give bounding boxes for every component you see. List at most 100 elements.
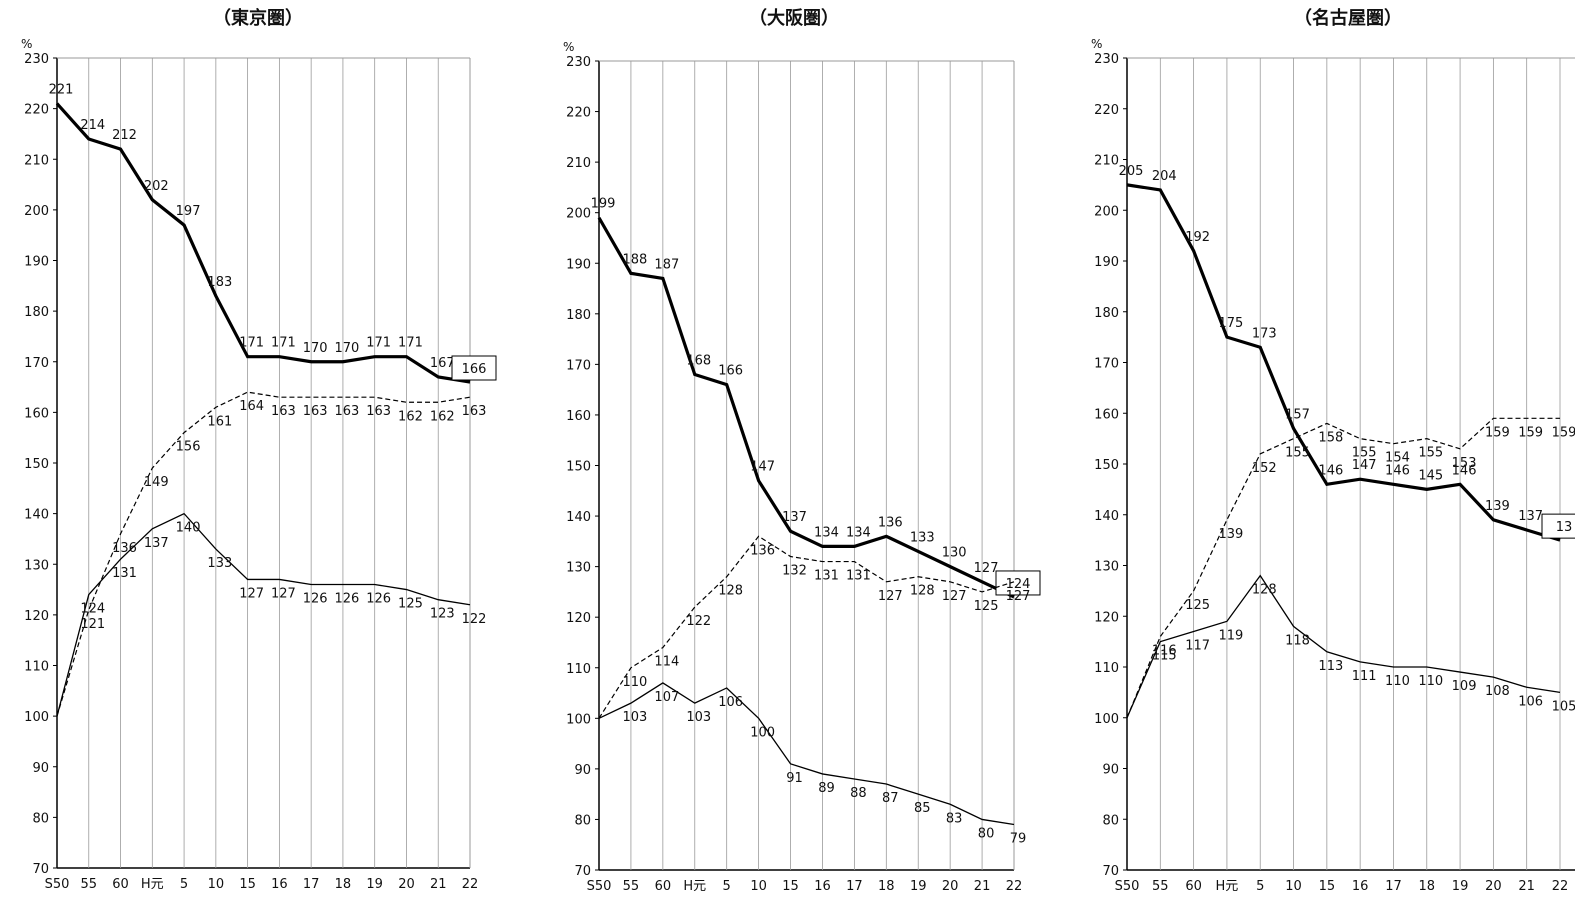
data-label: 136 xyxy=(878,515,903,530)
y-tick-label: 180 xyxy=(1094,306,1119,321)
x-tick-label: 18 xyxy=(1418,879,1435,894)
y-tick-label: 150 xyxy=(1094,458,1119,473)
data-label: 110 xyxy=(623,675,648,690)
data-label: 221 xyxy=(49,83,74,98)
data-label: 162 xyxy=(430,409,455,424)
data-label: 127 xyxy=(1006,589,1031,604)
x-tick-label: 16 xyxy=(814,879,831,894)
data-label: 106 xyxy=(1518,694,1543,709)
data-label: 152 xyxy=(1252,461,1277,476)
x-tick-label: 21 xyxy=(974,879,991,894)
y-tick-label: 90 xyxy=(574,763,591,778)
data-label: 199 xyxy=(591,197,616,212)
data-label: 147 xyxy=(1352,458,1377,473)
y-tick-label: 200 xyxy=(1094,204,1119,219)
series-line-thin xyxy=(56,512,471,717)
y-tick-label: 110 xyxy=(566,662,591,677)
y-tick-label: 220 xyxy=(566,106,591,121)
data-label: 130 xyxy=(942,546,967,561)
x-tick-label: 16 xyxy=(271,877,288,892)
y-tick-label: 150 xyxy=(24,457,49,472)
data-label: 171 xyxy=(271,336,296,351)
x-tick-label: H元 xyxy=(141,877,164,892)
x-tick-label: 10 xyxy=(1285,879,1302,894)
data-label: 158 xyxy=(1318,430,1343,445)
x-tick-label: 55 xyxy=(1152,879,1169,894)
y-tick-label: 140 xyxy=(24,508,49,523)
data-label: 161 xyxy=(207,414,232,429)
x-tick-label: H元 xyxy=(1216,879,1239,894)
chart-title: （東京圏） xyxy=(213,7,303,29)
x-tick-label: 5 xyxy=(1256,879,1264,894)
series-line-thick xyxy=(597,216,1015,599)
data-label: 139 xyxy=(1219,527,1244,542)
x-tick-label: S50 xyxy=(587,879,612,894)
x-tick-label: 60 xyxy=(112,877,129,892)
x-tick-label: 15 xyxy=(1319,879,1336,894)
data-label: 173 xyxy=(1252,326,1277,341)
data-label-highlight: 13 xyxy=(1556,520,1573,535)
data-label: 162 xyxy=(398,409,423,424)
x-tick-label: 5 xyxy=(723,879,731,894)
y-tick-label: 210 xyxy=(566,156,591,171)
data-label: 157 xyxy=(1285,407,1310,422)
chart-title: （大阪圏） xyxy=(749,7,839,29)
highlight-box xyxy=(1541,513,1575,539)
data-label: 125 xyxy=(1185,598,1210,613)
y-tick-label: 190 xyxy=(1094,255,1119,270)
data-label: 88 xyxy=(850,786,867,801)
y-unit-label: % xyxy=(563,40,574,54)
data-label: 202 xyxy=(144,179,169,194)
x-tick-label: 15 xyxy=(782,879,799,894)
data-label: 192 xyxy=(1185,230,1210,245)
x-tick-label: 22 xyxy=(1006,879,1023,894)
data-label: 146 xyxy=(1318,463,1343,478)
y-tick-label: 70 xyxy=(574,864,591,879)
data-label: 163 xyxy=(366,404,391,419)
chart-panel-3: （名古屋圏）% 70 80 90 100 110 120 130 140 150 160 170 180… xyxy=(1091,7,1575,894)
data-label: 166 xyxy=(718,364,743,379)
x-tick-label: 19 xyxy=(366,877,383,892)
y-tick-label: 210 xyxy=(1094,154,1119,169)
data-label: 170 xyxy=(303,341,328,356)
y-tick-label: 230 xyxy=(1094,52,1119,67)
data-label: 212 xyxy=(112,128,137,143)
data-label: 121 xyxy=(80,617,105,632)
data-label: 89 xyxy=(818,781,835,796)
y-tick-label: 140 xyxy=(566,510,591,525)
y-tick-label: 210 xyxy=(24,153,49,168)
data-label: 171 xyxy=(366,336,391,351)
data-label: 134 xyxy=(814,525,839,540)
y-tick-label: 110 xyxy=(24,660,49,675)
y-tick-label: 130 xyxy=(24,558,49,573)
data-label: 155 xyxy=(1352,446,1377,461)
data-label: 146 xyxy=(1452,463,1477,478)
x-tick-label: 22 xyxy=(462,877,479,892)
data-label: 110 xyxy=(1385,674,1410,689)
data-label: 127 xyxy=(878,589,903,604)
x-tick-label: 55 xyxy=(80,877,97,892)
y-tick-label: 110 xyxy=(1094,661,1119,676)
data-label: 127 xyxy=(239,586,264,601)
data-label: 118 xyxy=(1285,633,1310,648)
y-tick-label: 120 xyxy=(24,609,49,624)
y-tick-label: 190 xyxy=(24,255,49,270)
data-label: 131 xyxy=(846,569,871,584)
data-label: 155 xyxy=(1418,446,1443,461)
series-line-thick xyxy=(1126,183,1561,542)
data-label: 146 xyxy=(1385,463,1410,478)
data-label: 163 xyxy=(462,404,487,419)
data-label: 126 xyxy=(366,592,391,607)
x-tick-label: 19 xyxy=(910,879,927,894)
data-label: 159 xyxy=(1485,425,1510,440)
data-label: 87 xyxy=(882,791,899,806)
y-tick-label: 130 xyxy=(566,561,591,576)
x-tick-label: 55 xyxy=(623,879,640,894)
y-tick-label: 170 xyxy=(1094,357,1119,372)
data-label: 147 xyxy=(750,460,775,475)
y-tick-label: 220 xyxy=(1094,103,1119,118)
data-label: 127 xyxy=(271,586,296,601)
y-tick-label: 120 xyxy=(566,611,591,626)
x-tick-label: 22 xyxy=(1552,879,1569,894)
y-tick-label: 170 xyxy=(24,356,49,371)
